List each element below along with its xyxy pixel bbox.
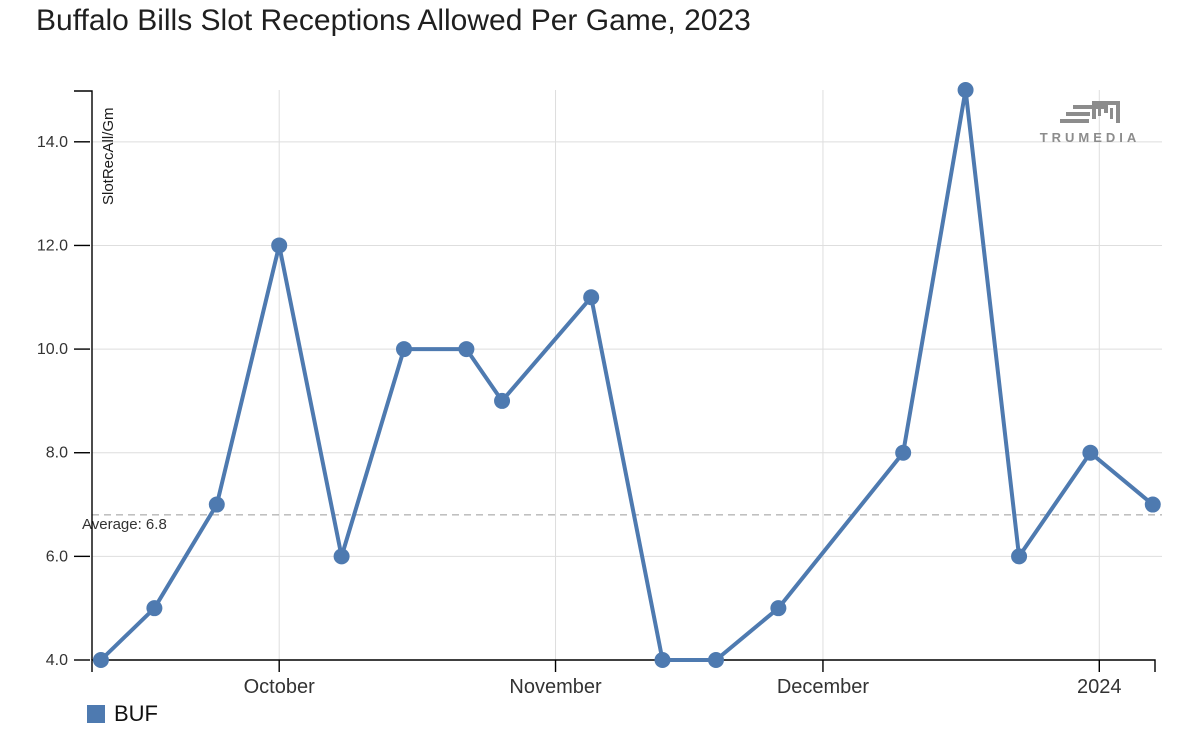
- chart-title: Buffalo Bills Slot Receptions Allowed Pe…: [36, 4, 751, 37]
- x-tick-label: October: [244, 676, 315, 698]
- y-tick-label: 8.0: [46, 445, 68, 462]
- data-point[interactable]: [333, 548, 350, 565]
- data-point[interactable]: [957, 82, 974, 98]
- x-axis: [91, 659, 1156, 672]
- data-point[interactable]: [395, 341, 412, 358]
- y-tick-label: 6.0: [46, 548, 68, 565]
- y-axis-label: SlotRecAll/Gm: [100, 107, 117, 205]
- trumedia-mark-icon: [1060, 101, 1120, 123]
- x-tick-label: December: [777, 676, 870, 698]
- legend-item-buf[interactable]: BUF: [87, 701, 158, 727]
- legend-label: BUF: [114, 701, 158, 726]
- legend-swatch: [87, 705, 105, 723]
- trumedia-logo: TRUMEDIA: [1028, 99, 1152, 145]
- data-point[interactable]: [208, 496, 225, 513]
- y-tick-label: 14.0: [37, 134, 68, 151]
- y-tick-label: 10.0: [37, 341, 68, 358]
- data-point[interactable]: [770, 600, 787, 617]
- data-point[interactable]: [458, 341, 475, 358]
- data-point[interactable]: [895, 444, 912, 461]
- average-label: Average: 6.8: [82, 516, 167, 533]
- x-tick-label: 2024: [1077, 676, 1122, 698]
- data-point[interactable]: [494, 392, 511, 409]
- trumedia-logo-text: TRUMEDIA: [1039, 130, 1141, 145]
- data-point[interactable]: [707, 652, 724, 668]
- data-point[interactable]: [271, 237, 288, 254]
- x-tick-label: November: [509, 676, 602, 698]
- data-point[interactable]: [92, 652, 109, 668]
- y-axis: [74, 90, 93, 660]
- y-tick-label: 12.0: [37, 237, 68, 254]
- data-point[interactable]: [146, 600, 163, 617]
- data-point[interactable]: [1011, 548, 1028, 565]
- data-point[interactable]: [654, 652, 671, 668]
- data-point[interactable]: [583, 289, 600, 306]
- data-point[interactable]: [1144, 496, 1161, 513]
- y-tick-label: 4.0: [46, 652, 68, 669]
- series-line: [98, 88, 1155, 662]
- data-point[interactable]: [1082, 444, 1099, 461]
